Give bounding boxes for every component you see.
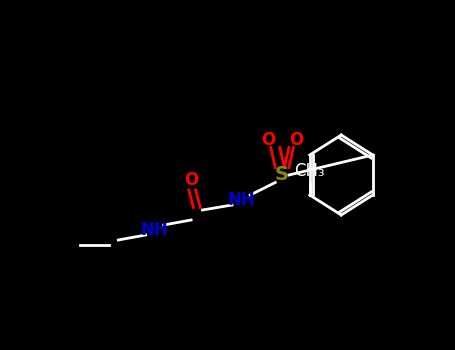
Text: NH: NH [228, 191, 255, 209]
Text: O: O [288, 131, 303, 149]
Text: S: S [275, 166, 289, 184]
Text: NH: NH [141, 221, 168, 239]
Text: CH₃: CH₃ [294, 162, 325, 180]
Text: O: O [184, 171, 198, 189]
Text: O: O [261, 131, 276, 149]
